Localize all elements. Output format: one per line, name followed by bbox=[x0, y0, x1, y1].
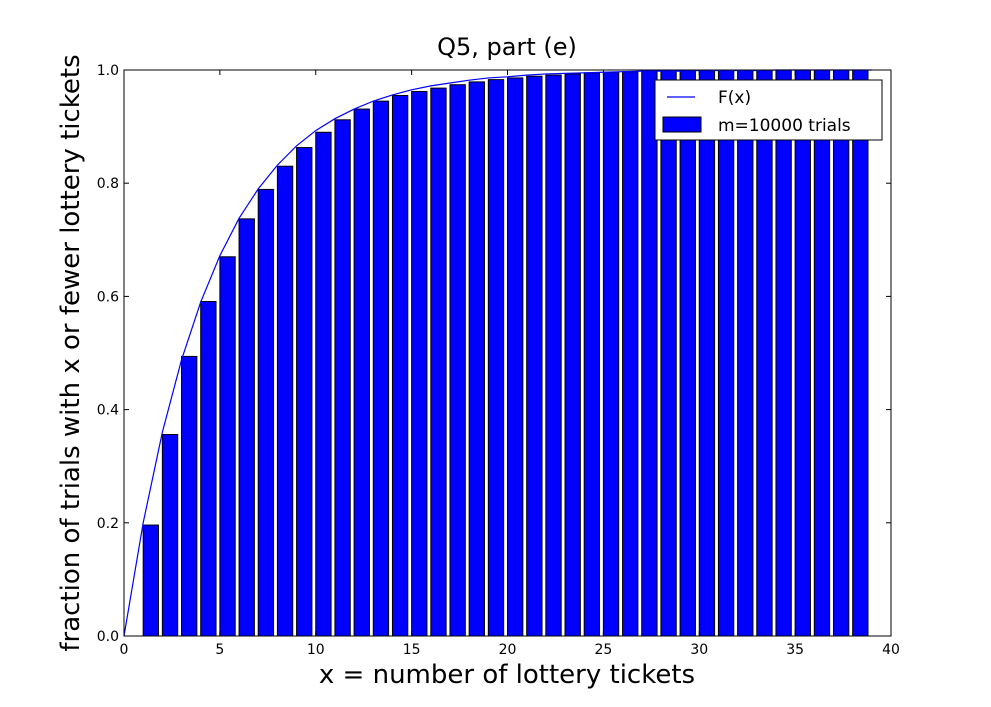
bar bbox=[717, 69, 735, 637]
bar bbox=[564, 73, 581, 637]
bar bbox=[411, 91, 428, 637]
x-tick-label: 25 bbox=[594, 642, 612, 658]
bar bbox=[487, 79, 505, 637]
y-tick-label: 0.8 bbox=[97, 176, 119, 192]
x-tick-label: 0 bbox=[120, 642, 129, 658]
y-tick-label: 0.0 bbox=[97, 629, 119, 645]
bar bbox=[468, 81, 485, 637]
legend: F(x) m=10000 trials bbox=[654, 79, 883, 141]
bar bbox=[698, 70, 716, 637]
bar bbox=[296, 147, 313, 637]
bar bbox=[775, 69, 792, 637]
x-tick-label: 10 bbox=[307, 642, 325, 658]
bar bbox=[679, 70, 696, 637]
legend-label-fx: F(x) bbox=[718, 88, 751, 108]
bar bbox=[526, 75, 543, 637]
y-tick-label: 0.4 bbox=[97, 403, 119, 419]
x-axis-ticks: 0 5 10 15 20 25 30 35 40 bbox=[120, 70, 900, 658]
bar bbox=[161, 434, 179, 637]
bar bbox=[181, 355, 198, 637]
bar bbox=[430, 87, 447, 637]
bar bbox=[507, 77, 524, 637]
x-tick-label: 40 bbox=[882, 642, 900, 658]
bar bbox=[200, 300, 217, 637]
y-tick-label: 0.2 bbox=[97, 516, 119, 532]
bar bbox=[315, 131, 332, 637]
bar bbox=[391, 94, 409, 637]
x-tick-label: 35 bbox=[786, 642, 804, 658]
bar bbox=[602, 71, 620, 637]
bar bbox=[353, 108, 370, 637]
bar bbox=[832, 69, 850, 637]
bar bbox=[852, 69, 869, 637]
bar bbox=[622, 71, 639, 637]
bar bbox=[660, 70, 677, 637]
bar bbox=[449, 84, 466, 637]
bar bbox=[756, 69, 773, 637]
x-tick-label: 15 bbox=[403, 642, 421, 658]
bar-series bbox=[142, 69, 869, 637]
x-tick-label: 20 bbox=[499, 642, 517, 658]
bar bbox=[142, 524, 160, 637]
bar bbox=[813, 69, 831, 637]
bar bbox=[334, 119, 351, 637]
bar bbox=[794, 69, 811, 637]
bar bbox=[219, 256, 236, 637]
bar bbox=[545, 74, 562, 637]
y-tick-label: 1.0 bbox=[97, 63, 119, 79]
bar bbox=[238, 218, 255, 637]
bar bbox=[641, 70, 658, 637]
y-tick-label: 0.6 bbox=[97, 289, 119, 305]
legend-bar-swatch bbox=[662, 116, 702, 133]
x-axis-label: x = number of lottery tickets bbox=[319, 660, 695, 690]
y-axis-label: fraction of trials with x or fewer lotte… bbox=[56, 54, 86, 651]
bar bbox=[257, 188, 275, 637]
x-tick-label: 5 bbox=[215, 642, 224, 658]
y-axis-ticks: 0.0 0.2 0.4 0.6 0.8 1.0 bbox=[97, 63, 891, 645]
legend-label-trials: m=10000 trials bbox=[718, 116, 851, 136]
bar bbox=[276, 165, 294, 637]
bar bbox=[583, 72, 601, 637]
line-series-fx bbox=[123, 69, 872, 637]
bar bbox=[737, 69, 754, 637]
chart-title: Q5, part (e) bbox=[437, 33, 577, 61]
x-tick-label: 30 bbox=[690, 642, 708, 658]
bar bbox=[372, 100, 390, 637]
